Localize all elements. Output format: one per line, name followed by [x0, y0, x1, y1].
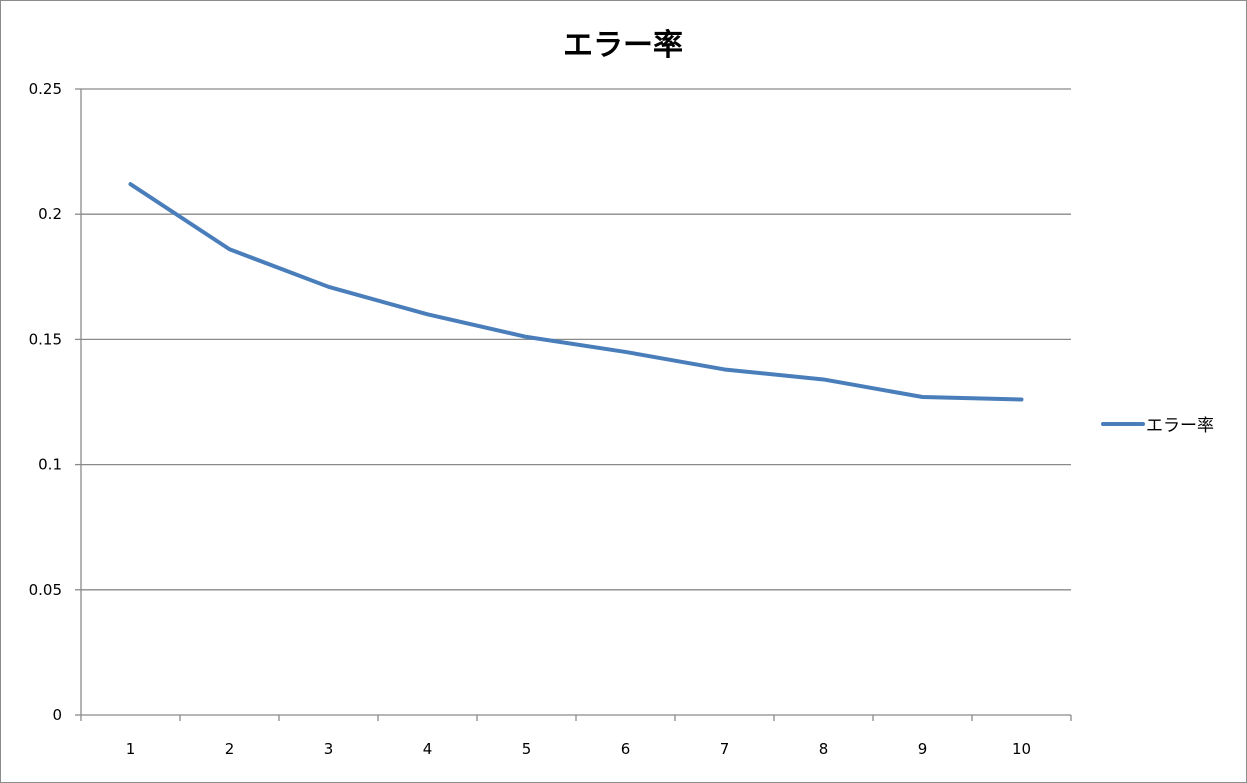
chart-title: エラー率 [563, 28, 683, 63]
x-tick-label: 1 [126, 740, 136, 758]
legend-label: エラー率 [1146, 416, 1214, 436]
axes [75, 88, 1072, 721]
y-tick-label: 0 [52, 706, 62, 724]
x-tick-label: 10 [1012, 740, 1031, 758]
tick-labels: 0 0.05 0.1 0.15 0.2 0.25 1 2 3 4 5 6 7 8 9 10 [29, 80, 1031, 758]
x-tick-label: 9 [918, 740, 928, 758]
y-tick-label: 0.05 [29, 581, 62, 599]
legend: エラー率 [1101, 416, 1214, 436]
gridlines [81, 88, 1071, 591]
x-tick-label: 5 [522, 740, 532, 758]
x-tick-label: 2 [225, 740, 235, 758]
x-tick-label: 7 [720, 740, 730, 758]
series-lines [128, 182, 1024, 402]
x-tick-label: 3 [324, 740, 334, 758]
series-line [128, 182, 1024, 402]
y-tick-label: 0.15 [29, 330, 62, 348]
y-tick-label: 0.25 [29, 80, 62, 98]
y-tick-label: 0.2 [38, 205, 62, 223]
x-tick-label: 4 [423, 740, 433, 758]
x-tick-label: 6 [621, 740, 631, 758]
y-tick-label: 0.1 [38, 456, 62, 474]
x-tick-label: 8 [819, 740, 829, 758]
